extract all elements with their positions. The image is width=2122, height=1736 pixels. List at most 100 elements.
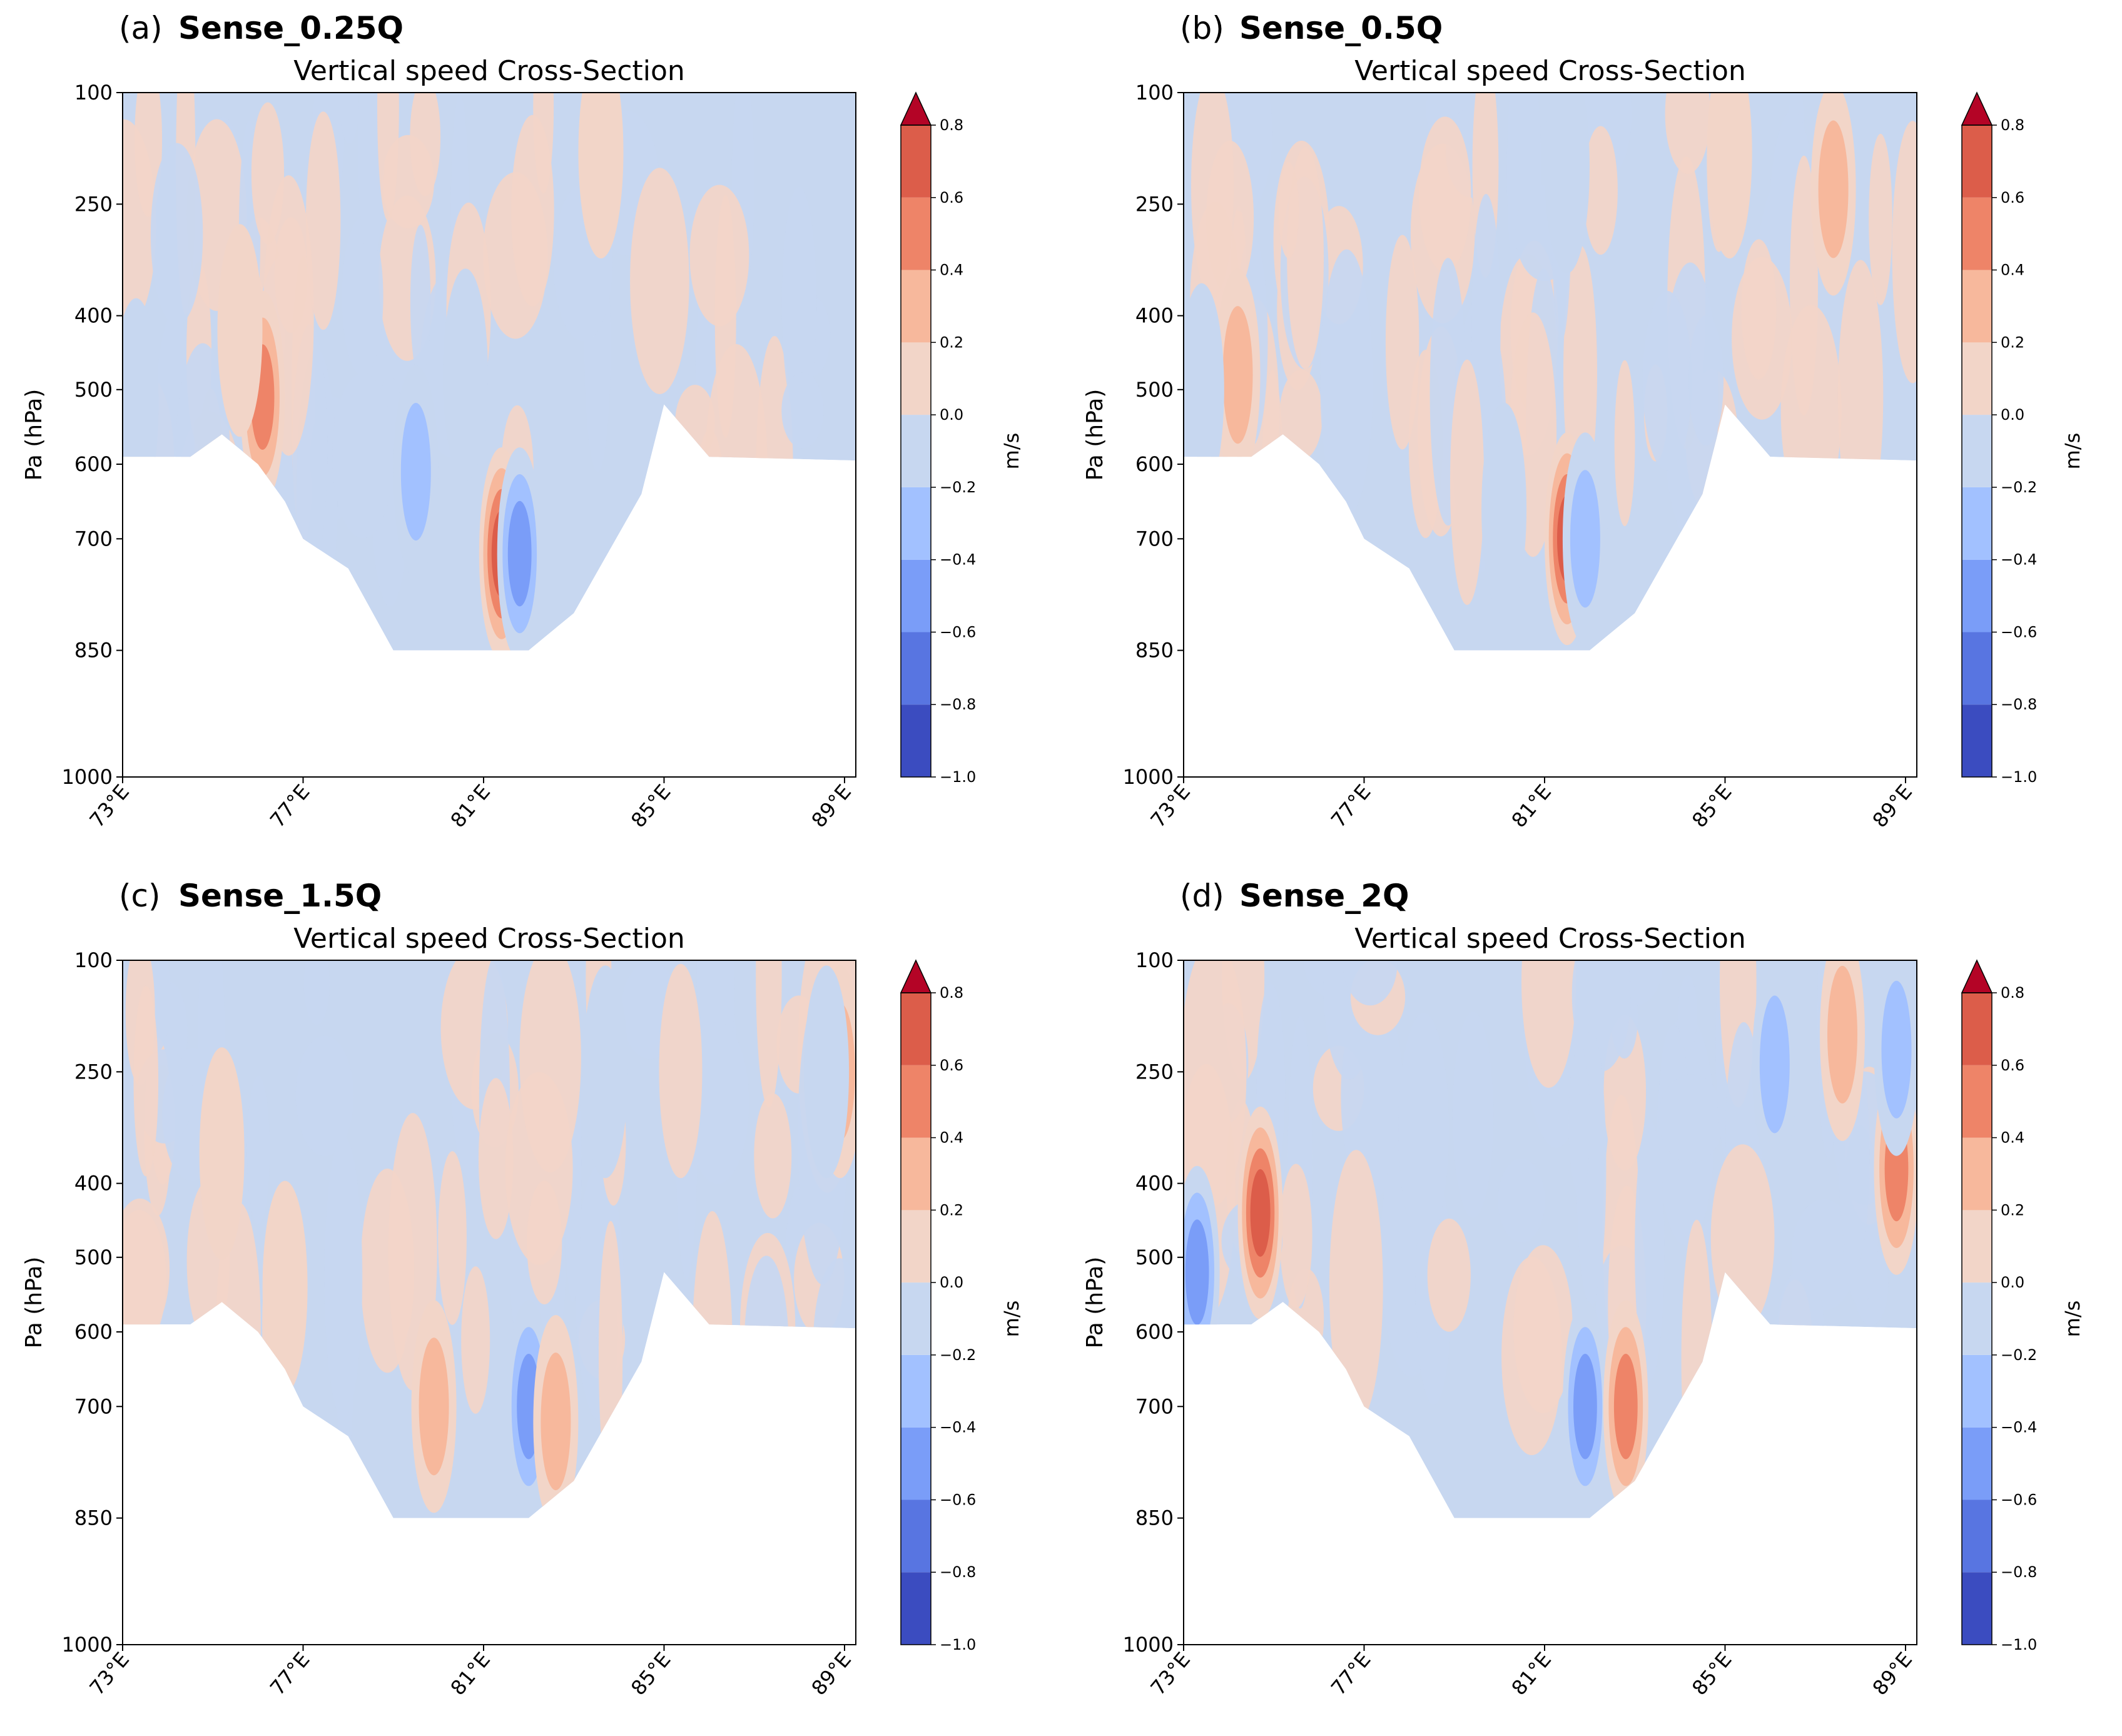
colorbar-bin bbox=[901, 415, 931, 487]
feature-contour bbox=[199, 1047, 245, 1261]
feature-contour bbox=[400, 403, 431, 541]
field-band bbox=[756, 960, 782, 1108]
y-tick-label: 700 bbox=[74, 1394, 113, 1418]
colorbar-tick-label: 0.6 bbox=[2001, 189, 2024, 206]
field-band bbox=[295, 1035, 354, 1157]
x-tick-label: 81°E bbox=[1507, 780, 1556, 832]
colorbar-tick-label: 0.0 bbox=[940, 1274, 963, 1291]
feature-contour bbox=[1545, 93, 1590, 273]
colorbar-bin bbox=[901, 632, 931, 705]
colorbar-bin bbox=[901, 1500, 931, 1573]
x-tick-label: 77°E bbox=[1326, 780, 1376, 832]
colorbar-tick-label: 0.8 bbox=[2001, 984, 2024, 1002]
x-tick-label: 85°E bbox=[626, 1648, 676, 1700]
feature-contour bbox=[1881, 980, 1912, 1119]
colorbar-tick-label: 0.8 bbox=[2001, 116, 2024, 134]
colorbar-tick-label: −0.6 bbox=[940, 1491, 976, 1508]
colorbar-tick-label: −1.0 bbox=[2001, 768, 2037, 786]
field-band bbox=[123, 1210, 166, 1349]
field-band bbox=[1398, 1013, 1449, 1244]
colorbar-unit-label: m/s bbox=[1000, 1301, 1023, 1338]
y-tick-label: 400 bbox=[1135, 1172, 1174, 1195]
chart-b: (b) Sense_0.5Q Vertical speed Cross-Sectio… bbox=[1082, 10, 2084, 832]
panel-c: (c) Sense_1.5Q Vertical speed Cross-Sectio… bbox=[0, 868, 1061, 1735]
y-tick-label: 700 bbox=[1135, 1394, 1174, 1418]
y-tick-label: 600 bbox=[1135, 1320, 1174, 1344]
feature-contour bbox=[1759, 995, 1790, 1134]
colorbar-bin bbox=[1962, 1282, 1992, 1355]
field-band bbox=[1279, 370, 1323, 460]
colorbar-tick-label: 0.0 bbox=[940, 406, 963, 424]
panel-tag: (d) bbox=[1180, 878, 1224, 914]
field-band bbox=[133, 985, 159, 1177]
colorbar-bin bbox=[1962, 1354, 1992, 1428]
colorbar-bin bbox=[901, 559, 931, 632]
colorbar-bin bbox=[901, 1065, 931, 1138]
colorbar-tick-label: 0.4 bbox=[940, 1129, 963, 1147]
field-band bbox=[511, 114, 554, 307]
field-band bbox=[1658, 1074, 1724, 1163]
colorbar-tick-label: −0.2 bbox=[2001, 479, 2037, 496]
y-tick-label: 250 bbox=[1135, 192, 1174, 216]
colorbar-bin bbox=[1962, 559, 1992, 632]
field-band bbox=[1710, 1144, 1775, 1330]
colorbar-unit-label: m/s bbox=[2061, 433, 2084, 470]
field-band bbox=[1452, 1012, 1494, 1219]
field-band bbox=[781, 372, 824, 449]
field-band bbox=[1521, 960, 1576, 1088]
colorbar-tick-label: −0.8 bbox=[2001, 1563, 2037, 1581]
field-band bbox=[410, 93, 441, 196]
y-tick-label: 400 bbox=[74, 1172, 113, 1195]
feature-contour bbox=[419, 1338, 449, 1476]
colorbar-bin bbox=[1962, 1065, 1992, 1138]
colorbar-unit-label: m/s bbox=[1000, 433, 1023, 470]
field-band bbox=[358, 93, 385, 264]
field-band bbox=[1323, 960, 1375, 1080]
colorbar-bin bbox=[1962, 1137, 1992, 1211]
field-band bbox=[1513, 1245, 1573, 1413]
panel-d: (d) Sense_2Q Vertical speed Cross-Section 1… bbox=[1061, 868, 2122, 1735]
y-tick-label: 600 bbox=[74, 1320, 113, 1344]
colorbar-bin bbox=[901, 1427, 931, 1500]
chart-title: Vertical speed Cross-Section bbox=[1354, 55, 1746, 87]
colorbar-tick-label: 0.2 bbox=[2001, 333, 2024, 351]
panel-b: (b) Sense_0.5Q Vertical speed Cross-Sectio… bbox=[1061, 0, 2122, 868]
colorbar-tick-label: 0.4 bbox=[2001, 1129, 2024, 1147]
y-tick-label: 850 bbox=[74, 639, 113, 662]
feature-contour bbox=[1481, 402, 1527, 616]
field-band bbox=[1427, 1218, 1471, 1332]
panel-name: Sense_0.25Q bbox=[178, 10, 404, 46]
chart-c: (c) Sense_1.5Q Vertical speed Cross-Sectio… bbox=[21, 878, 1023, 1700]
colorbar-frame bbox=[1961, 124, 1993, 778]
field-band bbox=[527, 1180, 562, 1304]
y-axis-label: Pa (hPa) bbox=[1082, 389, 1108, 481]
colorbar-tick-label: 0.0 bbox=[2001, 406, 2024, 424]
field-band bbox=[461, 1266, 490, 1414]
colorbar-tick-label: −0.6 bbox=[940, 623, 976, 641]
field-band bbox=[781, 186, 817, 420]
colorbar-frame bbox=[900, 124, 932, 778]
chart-a: (a) Sense_0.25Q Vertical speed Cross-Secti… bbox=[21, 10, 1023, 832]
feature-contour bbox=[1573, 1354, 1597, 1459]
colorbar-extend-max bbox=[1961, 959, 1993, 993]
x-tick-label: 77°E bbox=[265, 1648, 315, 1700]
y-tick-label: 100 bbox=[1135, 81, 1174, 104]
x-tick-label: 85°E bbox=[1687, 1648, 1737, 1700]
field-band bbox=[246, 1075, 270, 1225]
field-band bbox=[150, 143, 203, 326]
feature-contour bbox=[804, 965, 850, 1179]
y-tick-label: 500 bbox=[1135, 1246, 1174, 1269]
y-axis-label: Pa (hPa) bbox=[21, 1257, 47, 1349]
field-band bbox=[1279, 1164, 1312, 1309]
field-band bbox=[754, 1093, 792, 1219]
field-band bbox=[1568, 1047, 1590, 1196]
feature-contour bbox=[262, 1180, 308, 1394]
field-band bbox=[1614, 360, 1635, 527]
field-band bbox=[1688, 315, 1724, 446]
field-band bbox=[135, 93, 163, 217]
plot-area bbox=[123, 960, 856, 1518]
chart-title: Vertical speed Cross-Section bbox=[1354, 923, 1746, 955]
field-band bbox=[519, 960, 581, 1172]
panel-tag: (a) bbox=[119, 10, 163, 46]
colorbar-bin bbox=[901, 487, 931, 560]
